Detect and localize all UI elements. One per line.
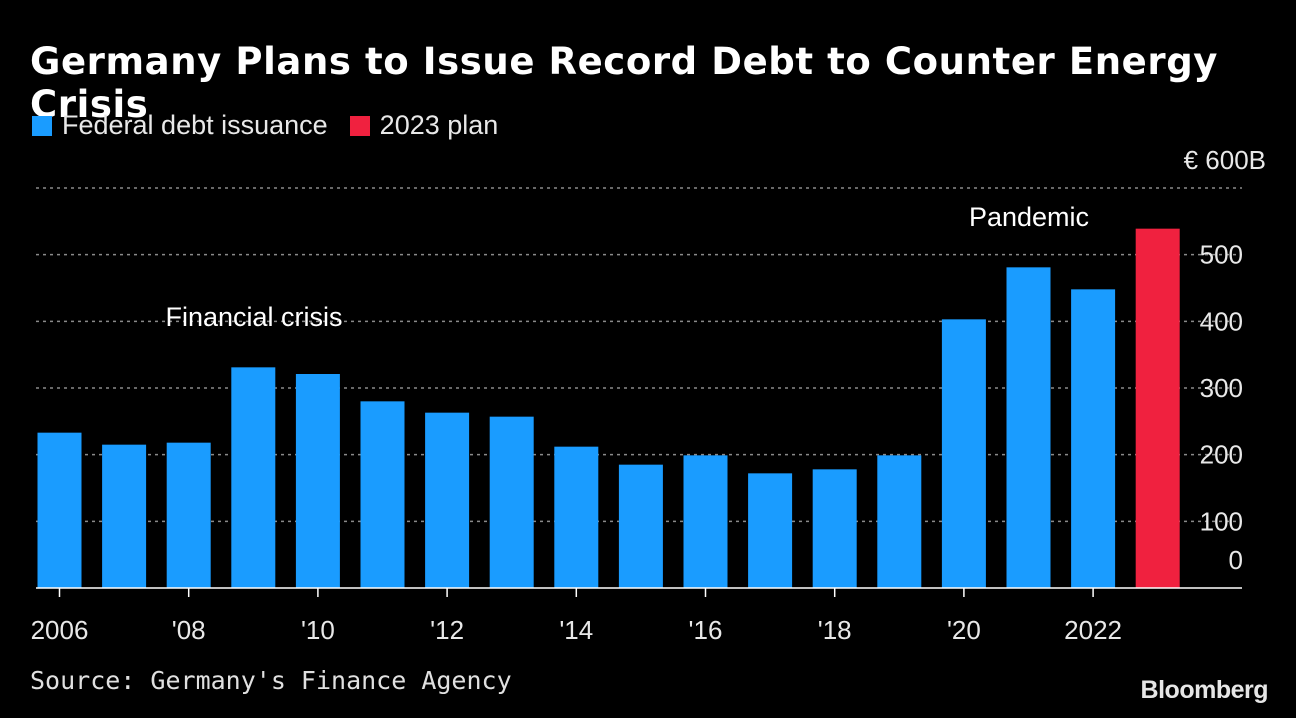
annotation-label: Financial crisis xyxy=(165,302,342,332)
legend: Federal debt issuance 2023 plan xyxy=(32,110,520,141)
y-tick-label: 300 xyxy=(1200,373,1243,403)
annotation-label: Pandemic xyxy=(969,202,1089,232)
bar-2011 xyxy=(360,401,405,588)
x-tick-label: '16 xyxy=(689,615,723,645)
bar-2015 xyxy=(618,464,663,588)
bar-2013 xyxy=(489,416,534,588)
bar-2008 xyxy=(166,442,211,588)
bar-2017 xyxy=(748,473,793,588)
bar-2019 xyxy=(877,455,922,588)
x-tick-label: '18 xyxy=(818,615,852,645)
bar-2016 xyxy=(683,455,728,588)
y-tick-label: 100 xyxy=(1200,506,1243,536)
bloomberg-logo: Bloomberg xyxy=(1140,676,1269,704)
y-tick-label: 400 xyxy=(1200,306,1243,336)
bar-2009 xyxy=(231,367,276,588)
bar-2007 xyxy=(102,444,147,588)
bar-2014 xyxy=(554,446,599,588)
y-tick-label: 0 xyxy=(1229,545,1243,575)
x-tick-label: 2022 xyxy=(1064,615,1122,645)
bar-2023 xyxy=(1135,228,1180,588)
legend-label-issuance: Federal debt issuance xyxy=(62,110,328,140)
legend-item-issuance: Federal debt issuance xyxy=(32,110,328,141)
x-tick-label: 2006 xyxy=(31,615,89,645)
x-tick-label: '08 xyxy=(172,615,206,645)
x-tick-label: '14 xyxy=(559,615,593,645)
x-tick-label: '12 xyxy=(430,615,464,645)
bar-2021 xyxy=(1006,267,1051,588)
y-top-label: € 600B xyxy=(1184,145,1266,175)
bar-2012 xyxy=(425,412,470,588)
y-tick-label: 200 xyxy=(1200,440,1243,470)
bar-2022 xyxy=(1071,289,1116,588)
bar-2018 xyxy=(812,469,857,588)
y-tick-label: 500 xyxy=(1200,240,1243,270)
x-tick-label: '10 xyxy=(301,615,335,645)
x-tick-label: '20 xyxy=(947,615,981,645)
source-note: Source: Germany's Finance Agency xyxy=(30,666,512,695)
chart-title: Germany Plans to Issue Record Debt to Co… xyxy=(30,40,1219,126)
legend-item-plan: 2023 plan xyxy=(349,110,499,141)
legend-swatch-issuance xyxy=(32,115,52,136)
legend-swatch-plan xyxy=(349,115,370,136)
bar-2010 xyxy=(295,374,340,588)
bar-2020 xyxy=(941,319,986,588)
legend-label-plan: 2023 plan xyxy=(379,110,499,140)
bar-2006 xyxy=(37,432,82,588)
